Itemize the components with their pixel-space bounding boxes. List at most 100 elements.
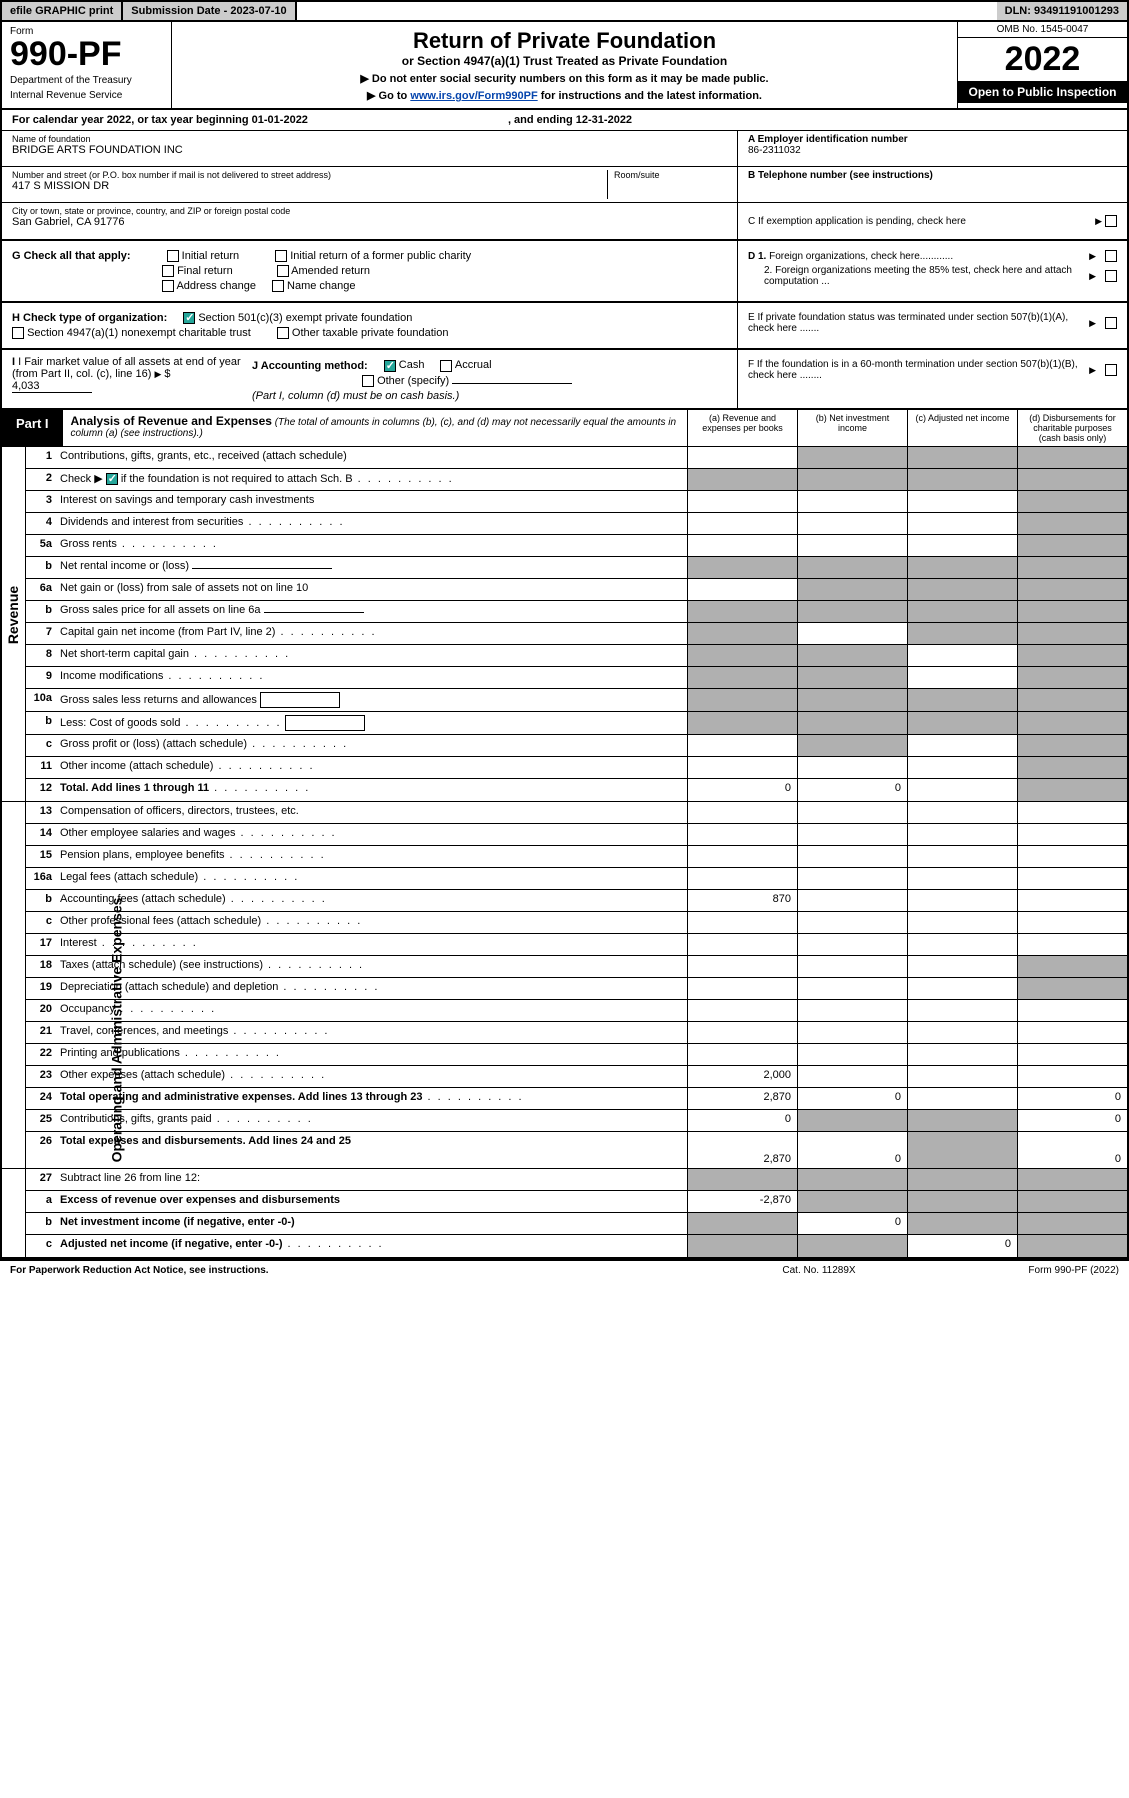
- expenses-label: Operating and Administrative Expenses: [2, 802, 26, 1168]
- info-grid: Name of foundation BRIDGE ARTS FOUNDATIO…: [2, 131, 1127, 241]
- submission-date: Submission Date - 2023-07-10: [123, 2, 296, 20]
- irs-link[interactable]: www.irs.gov/Form990PF: [410, 90, 537, 102]
- row-18: 18Taxes (attach schedule) (see instructi…: [26, 956, 1127, 978]
- ein-row: A Employer identification number 86-2311…: [738, 131, 1127, 167]
- e-checkbox[interactable]: [1105, 317, 1117, 329]
- arrow-icon: [1089, 251, 1099, 262]
- row-9: 9Income modifications: [26, 667, 1127, 689]
- phone-row: B Telephone number (see instructions): [738, 167, 1127, 203]
- row-7: 7Capital gain net income (from Part IV, …: [26, 623, 1127, 645]
- expenses-section: Operating and Administrative Expenses 13…: [2, 802, 1127, 1169]
- dln: DLN: 93491191001293: [997, 2, 1127, 20]
- row-27a: aExcess of revenue over expenses and dis…: [26, 1191, 1127, 1213]
- row-25: 25Contributions, gifts, grants paid00: [26, 1110, 1127, 1132]
- street-address: 417 S MISSION DR: [12, 180, 607, 192]
- name-change-checkbox[interactable]: [272, 280, 284, 292]
- row-16b: bAccounting fees (attach schedule)870: [26, 890, 1127, 912]
- initial-former-checkbox[interactable]: [275, 250, 287, 262]
- row-14: 14Other employee salaries and wages: [26, 824, 1127, 846]
- col-b-header: (b) Net investment income: [797, 410, 907, 446]
- row-21: 21Travel, conferences, and meetings: [26, 1022, 1127, 1044]
- revenue-label: Revenue: [2, 447, 26, 801]
- section-e: E If private foundation status was termi…: [737, 303, 1127, 348]
- open-public: Open to Public Inspection: [958, 81, 1127, 103]
- header-left: Form 990-PF Department of the Treasury I…: [2, 22, 172, 108]
- section-d: D 1. D 1. Foreign organizations, check h…: [737, 241, 1127, 301]
- d2-checkbox[interactable]: [1105, 270, 1117, 282]
- arrow-icon: [1089, 271, 1099, 282]
- part1-header: Part I Analysis of Revenue and Expenses …: [2, 410, 1127, 447]
- amended-checkbox[interactable]: [277, 265, 289, 277]
- form-container: efile GRAPHIC print Submission Date - 20…: [0, 0, 1129, 1261]
- row-23: 23Other expenses (attach schedule)2,000: [26, 1066, 1127, 1088]
- dept-treasury: Department of the Treasury: [10, 75, 163, 86]
- 4947-checkbox[interactable]: [12, 327, 24, 339]
- other-method-checkbox[interactable]: [362, 375, 374, 387]
- cash-checkbox[interactable]: [384, 360, 396, 372]
- row-20: 20Occupancy: [26, 1000, 1127, 1022]
- ein-value: 86-2311032: [748, 145, 1117, 156]
- address-change-checkbox[interactable]: [162, 280, 174, 292]
- header: Form 990-PF Department of the Treasury I…: [2, 22, 1127, 110]
- fmv-value: 4,033: [12, 380, 92, 393]
- row-19: 19Depreciation (attach schedule) and dep…: [26, 978, 1127, 1000]
- form-title: Return of Private Foundation: [182, 28, 947, 54]
- calendar-year-line: For calendar year 2022, or tax year begi…: [2, 110, 1127, 131]
- final-return-checkbox[interactable]: [162, 265, 174, 277]
- initial-return-checkbox[interactable]: [167, 250, 179, 262]
- foundation-name: BRIDGE ARTS FOUNDATION INC: [12, 144, 727, 156]
- info-left: Name of foundation BRIDGE ARTS FOUNDATIO…: [2, 131, 737, 239]
- row-26: 26Total expenses and disbursements. Add …: [26, 1132, 1127, 1168]
- goto-note: ▶ Go to www.irs.gov/Form990PF for instru…: [182, 89, 947, 102]
- 501c3-checkbox[interactable]: [183, 312, 195, 324]
- foundation-name-row: Name of foundation BRIDGE ARTS FOUNDATIO…: [2, 131, 737, 167]
- part1-columns: (a) Revenue and expenses per books (b) N…: [687, 410, 1127, 446]
- section-h: H Check type of organization: Section 50…: [2, 303, 737, 348]
- header-center: Return of Private Foundation or Section …: [172, 22, 957, 108]
- pending-checkbox[interactable]: [1105, 215, 1117, 227]
- section-ij-f: I I Fair market value of all assets at e…: [2, 350, 1127, 409]
- irs-label: Internal Revenue Service: [10, 90, 163, 101]
- section-ij: I I Fair market value of all assets at e…: [2, 350, 737, 407]
- f-checkbox[interactable]: [1105, 364, 1117, 376]
- section-g-d: G Check all that apply: Initial return I…: [2, 241, 1127, 303]
- row-6a: 6aNet gain or (loss) from sale of assets…: [26, 579, 1127, 601]
- row-22: 22Printing and publications: [26, 1044, 1127, 1066]
- part1-title: Analysis of Revenue and Expenses (The to…: [63, 410, 687, 446]
- city-state-zip: San Gabriel, CA 91776: [12, 216, 727, 228]
- row-27: 27Subtract line 26 from line 12:: [26, 1169, 1127, 1191]
- col-d-header: (d) Disbursements for charitable purpose…: [1017, 410, 1127, 446]
- arrow-icon: [1095, 216, 1105, 227]
- row-8: 8Net short-term capital gain: [26, 645, 1127, 667]
- section-f: F If the foundation is in a 60-month ter…: [737, 350, 1127, 407]
- form-subtitle: or Section 4947(a)(1) Trust Treated as P…: [182, 54, 947, 68]
- revenue-section: Revenue 1Contributions, gifts, grants, e…: [2, 447, 1127, 802]
- section-h-e: H Check type of organization: Section 50…: [2, 303, 1127, 350]
- ssn-note: ▶ Do not enter social security numbers o…: [182, 72, 947, 85]
- d1-checkbox[interactable]: [1105, 250, 1117, 262]
- arrow-icon: [1089, 365, 1099, 376]
- arrow-icon: [154, 368, 164, 380]
- schb-checkbox[interactable]: [106, 473, 118, 485]
- row-5b: bNet rental income or (loss): [26, 557, 1127, 579]
- address-row: Number and street (or P.O. box number if…: [2, 167, 737, 203]
- tax-year: 2022: [958, 38, 1127, 81]
- other-taxable-checkbox[interactable]: [277, 327, 289, 339]
- paperwork-notice: For Paperwork Reduction Act Notice, see …: [10, 1265, 719, 1276]
- accrual-checkbox[interactable]: [440, 360, 452, 372]
- city-row: City or town, state or province, country…: [2, 203, 737, 239]
- footer: For Paperwork Reduction Act Notice, see …: [0, 1261, 1129, 1280]
- top-bar: efile GRAPHIC print Submission Date - 20…: [2, 2, 1127, 22]
- form-ref: Form 990-PF (2022): [919, 1265, 1119, 1276]
- col-a-header: (a) Revenue and expenses per books: [687, 410, 797, 446]
- form-number: 990-PF: [10, 37, 163, 71]
- row-24: 24Total operating and administrative exp…: [26, 1088, 1127, 1110]
- row-10b: bLess: Cost of goods sold: [26, 712, 1127, 735]
- row-12: 12Total. Add lines 1 through 1100: [26, 779, 1127, 801]
- info-right: A Employer identification number 86-2311…: [737, 131, 1127, 239]
- pending-row: C If exemption application is pending, c…: [738, 203, 1127, 239]
- row-10a: 10aGross sales less returns and allowanc…: [26, 689, 1127, 712]
- row-5a: 5aGross rents: [26, 535, 1127, 557]
- row-15: 15Pension plans, employee benefits: [26, 846, 1127, 868]
- row-2: 2Check ▶ if the foundation is not requir…: [26, 469, 1127, 491]
